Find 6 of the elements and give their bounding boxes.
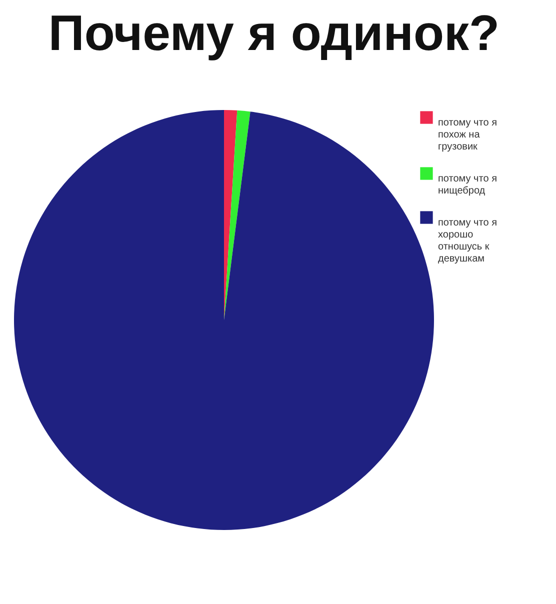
- legend-label: потому что я нищеброд: [438, 174, 497, 196]
- pie-slice: [14, 110, 434, 530]
- chart-title: Почему я одинок?: [48, 5, 500, 61]
- legend-label: потому что я похож на грузовик: [438, 118, 497, 152]
- pie-slice: [224, 110, 250, 320]
- legend-label: потому что я хорошо отношусь к девушкам: [438, 218, 497, 264]
